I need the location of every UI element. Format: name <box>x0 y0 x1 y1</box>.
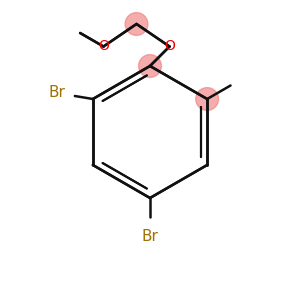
Text: O: O <box>164 40 175 53</box>
Circle shape <box>196 88 219 110</box>
Text: Br: Br <box>48 85 65 100</box>
Text: Br: Br <box>142 230 158 244</box>
Text: O: O <box>98 40 109 53</box>
Circle shape <box>139 55 161 77</box>
Circle shape <box>125 13 148 35</box>
